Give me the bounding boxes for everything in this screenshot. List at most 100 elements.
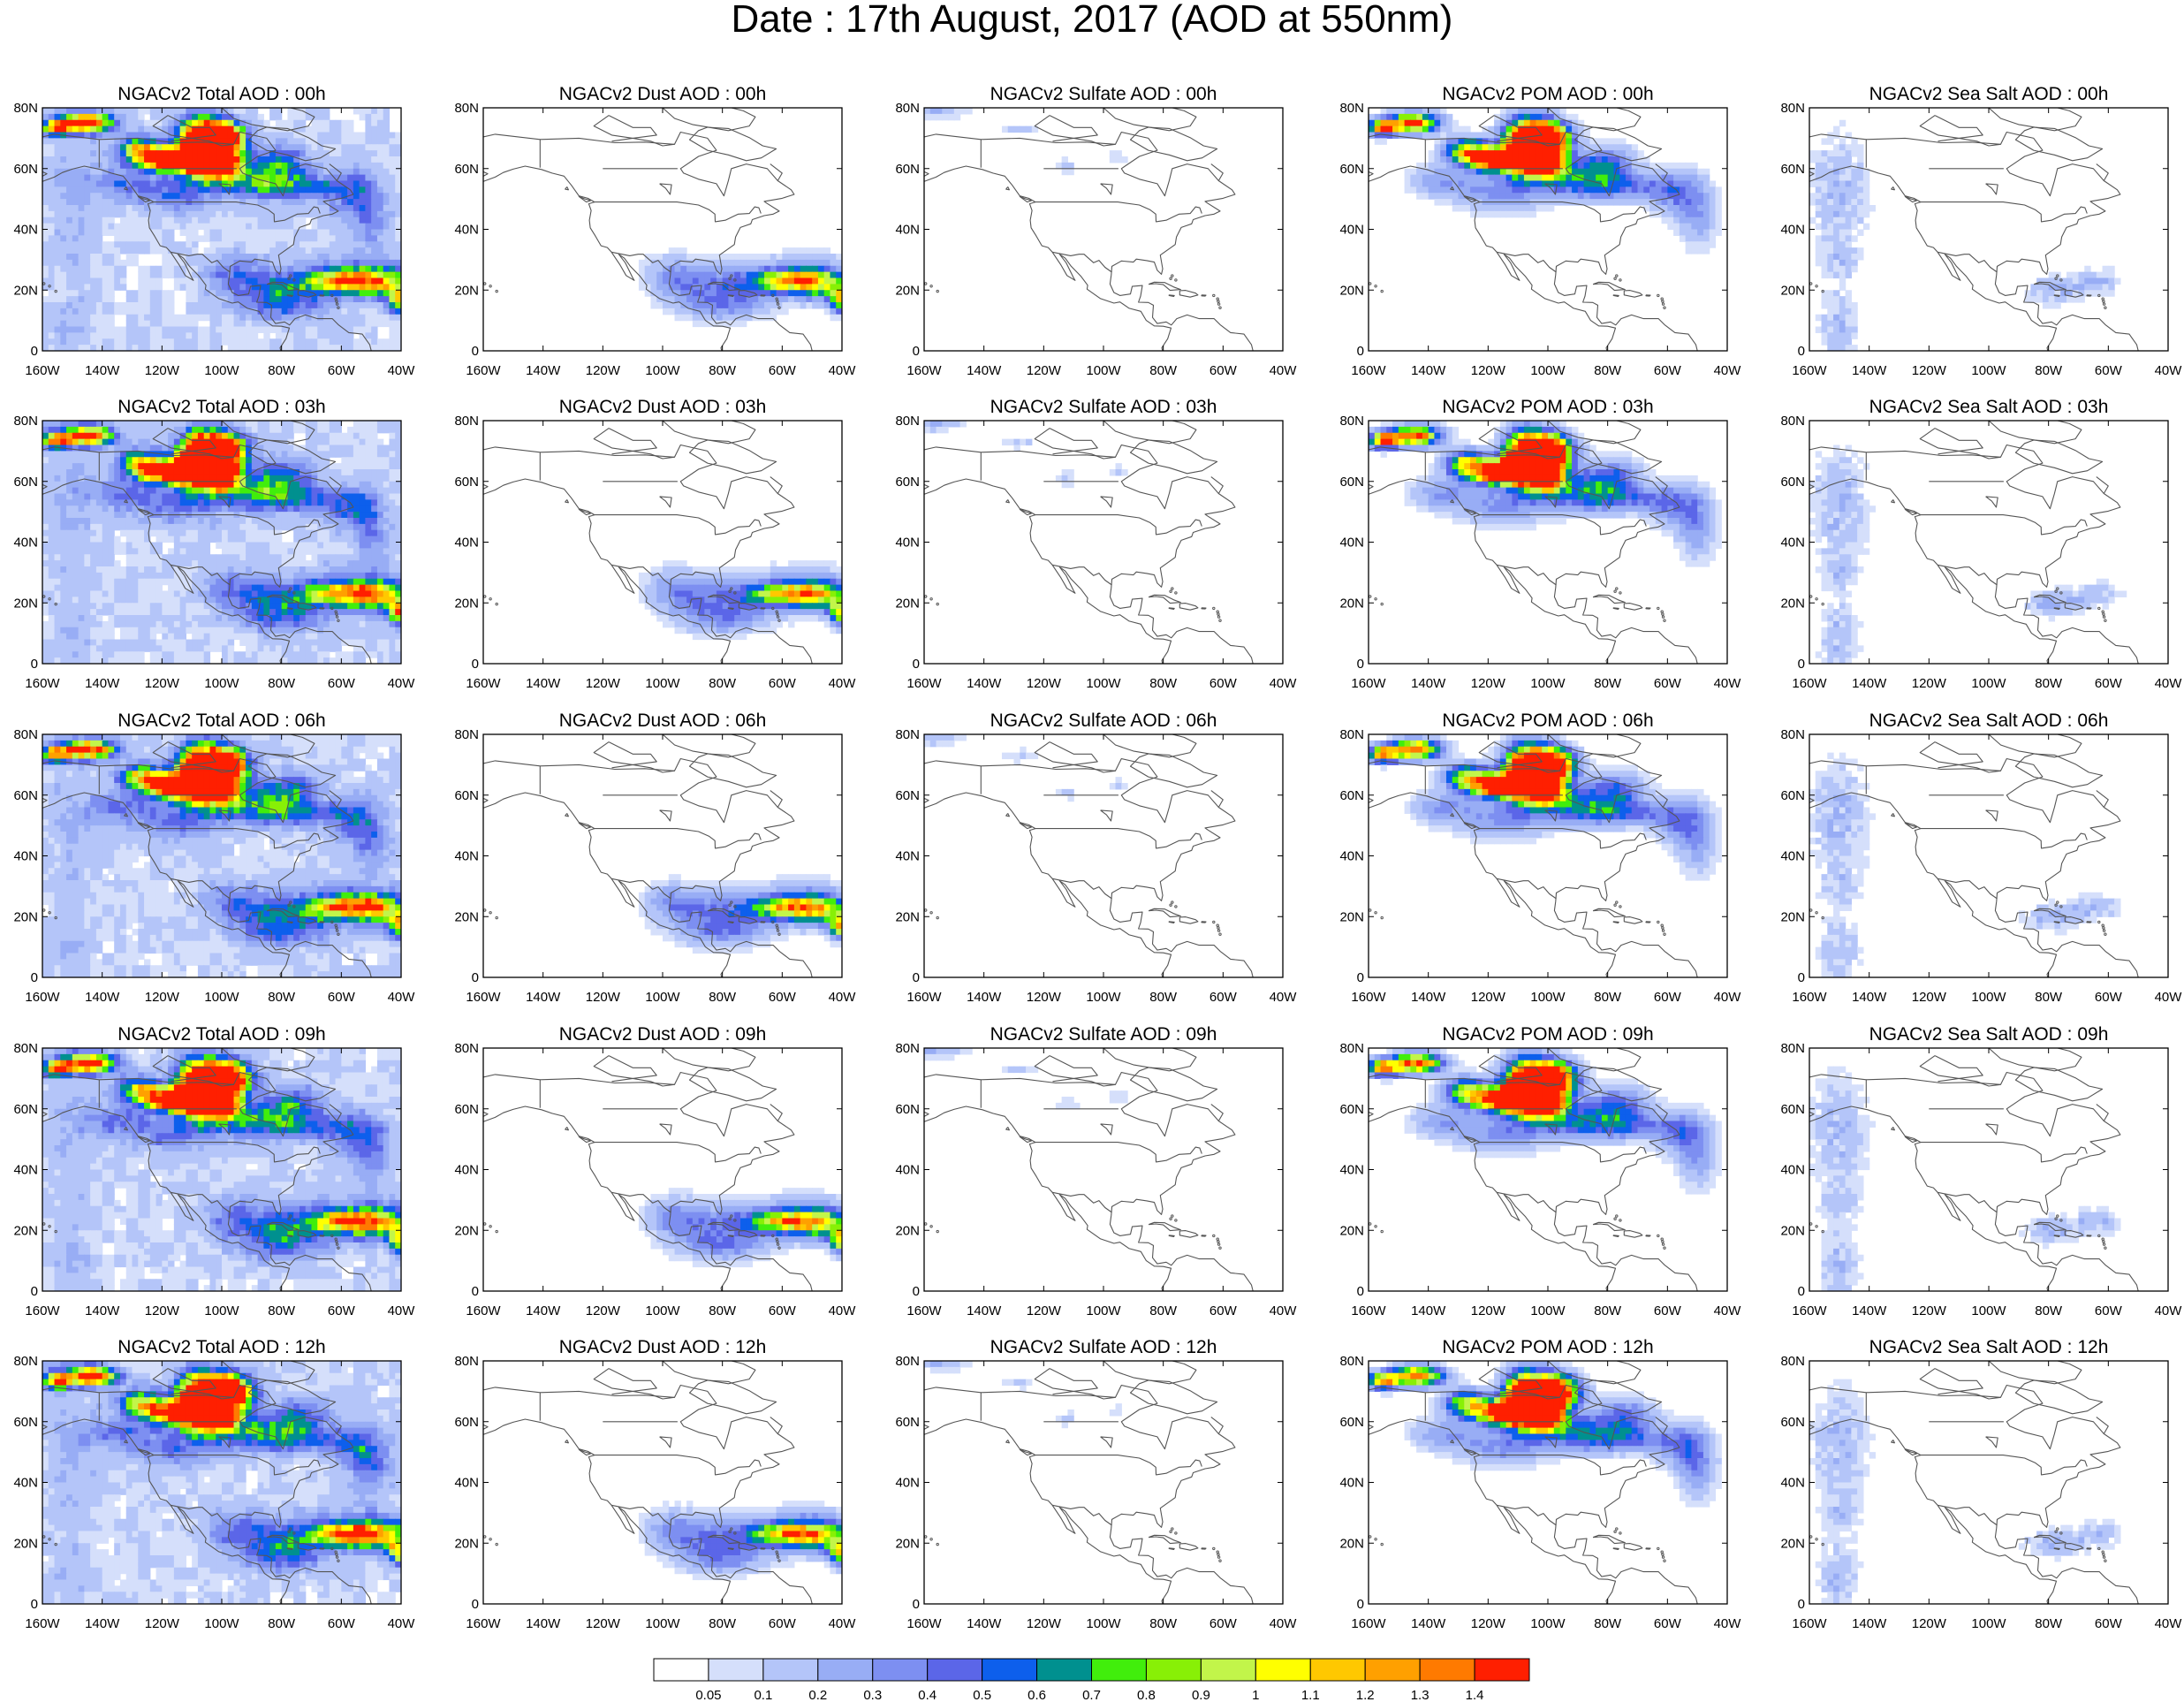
aod-cell: [222, 132, 229, 139]
aod-cell: [233, 426, 240, 434]
aod-cell: [1857, 168, 1864, 176]
aod-cell: [108, 277, 115, 285]
aod-cell: [1512, 186, 1519, 194]
aod-cell: [162, 290, 169, 297]
aod-cell: [90, 308, 97, 315]
aod-cell: [1548, 193, 1555, 200]
aod-cell: [817, 271, 825, 279]
island: [2102, 302, 2106, 306]
aod-cell: [287, 284, 294, 291]
aod-cell: [263, 241, 270, 248]
aod-cell: [1494, 168, 1501, 176]
aod-cell: [114, 193, 121, 200]
aod-cell: [78, 199, 85, 206]
aod-cell: [329, 125, 337, 133]
aod-cell: [132, 302, 139, 309]
aod-cell: [216, 277, 223, 285]
aod-cell: [371, 326, 378, 333]
lat-label: 40N: [895, 223, 920, 238]
aod-cell: [1697, 205, 1704, 212]
aod-cell: [365, 481, 372, 489]
aod-cell: [155, 186, 163, 194]
aod-cell: [371, 259, 378, 267]
aod-cell: [1596, 144, 1603, 151]
aod-cell: [1464, 125, 1471, 133]
aod-cell: [222, 235, 229, 242]
aod-cell: [162, 247, 169, 255]
aod-cell: [95, 186, 103, 194]
coastline: [688, 126, 777, 162]
aod-cell: [269, 475, 277, 482]
aod-cell: [341, 210, 348, 218]
aod-cell: [1589, 144, 1596, 151]
aod-cell: [149, 469, 157, 476]
aod-cell: [155, 119, 163, 127]
aod-cell: [179, 284, 186, 291]
aod-cell: [246, 205, 253, 212]
aod-cell: [376, 481, 384, 489]
aod-cell: [335, 463, 342, 470]
aod-cell: [197, 180, 205, 187]
aod-cell: [60, 223, 67, 231]
aod-cell: [1475, 162, 1483, 170]
coastline: [1544, 183, 1558, 195]
aod-cell: [102, 205, 110, 212]
aod-cell: [776, 265, 783, 273]
aod-cell: [257, 314, 264, 322]
aod-cell: [269, 457, 277, 464]
aod-cell: [299, 193, 307, 200]
aod-cell: [1505, 205, 1513, 212]
aod-cell: [1851, 320, 1858, 328]
aod-cell: [1809, 174, 1816, 182]
aod-cell: [179, 457, 186, 464]
aod-cell: [1518, 210, 1525, 218]
aod-cell: [54, 493, 61, 500]
aod-cell: [119, 138, 127, 145]
aod-cell: [371, 138, 378, 145]
aod-cell: [78, 174, 85, 182]
coastline: [1623, 290, 1643, 298]
aod-cell: [108, 314, 115, 322]
lon-label: 120W: [145, 363, 180, 378]
aod-cell: [173, 345, 181, 351]
aod-cell: [663, 296, 670, 303]
aod-cell: [144, 469, 151, 476]
aod-cell: [275, 193, 283, 200]
aod-cell: [317, 241, 324, 248]
aod-cell: [1566, 180, 1573, 187]
aod-cell: [216, 247, 223, 255]
aod-cell: [251, 144, 259, 151]
aod-cell: [144, 451, 151, 458]
aod-cell: [347, 308, 354, 315]
aod-cell: [168, 421, 175, 428]
aod-cell: [287, 308, 294, 315]
aod-cell: [84, 338, 91, 346]
aod-cell: [149, 475, 157, 482]
aod-cell: [197, 271, 205, 279]
coastline: [152, 201, 321, 223]
aod-cell: [1470, 132, 1477, 139]
aod-cell: [269, 193, 277, 200]
aod-cell: [383, 493, 391, 500]
aod-cell: [1679, 168, 1687, 176]
aod-cell: [1821, 302, 1828, 309]
aod-cell: [1488, 125, 1495, 133]
aod-cell: [275, 186, 283, 194]
aod-cell: [233, 132, 240, 139]
aod-cell: [1833, 217, 1840, 224]
aod-cell: [203, 259, 211, 267]
aod-cell: [132, 493, 139, 500]
lon-label: 40W: [2155, 363, 2183, 378]
aod-cell: [60, 217, 67, 224]
aod-cell: [1499, 144, 1507, 151]
aod-cell: [663, 302, 670, 309]
aod-cell: [680, 277, 687, 285]
aod-cell: [830, 271, 837, 279]
aod-cell: [2084, 284, 2091, 291]
aod-cell: [1422, 168, 1429, 176]
aod-cell: [66, 205, 73, 212]
aod-cell: [1691, 162, 1698, 170]
aod-cell: [48, 180, 56, 187]
aod-cell: [197, 345, 205, 351]
aod-cell: [84, 138, 91, 145]
